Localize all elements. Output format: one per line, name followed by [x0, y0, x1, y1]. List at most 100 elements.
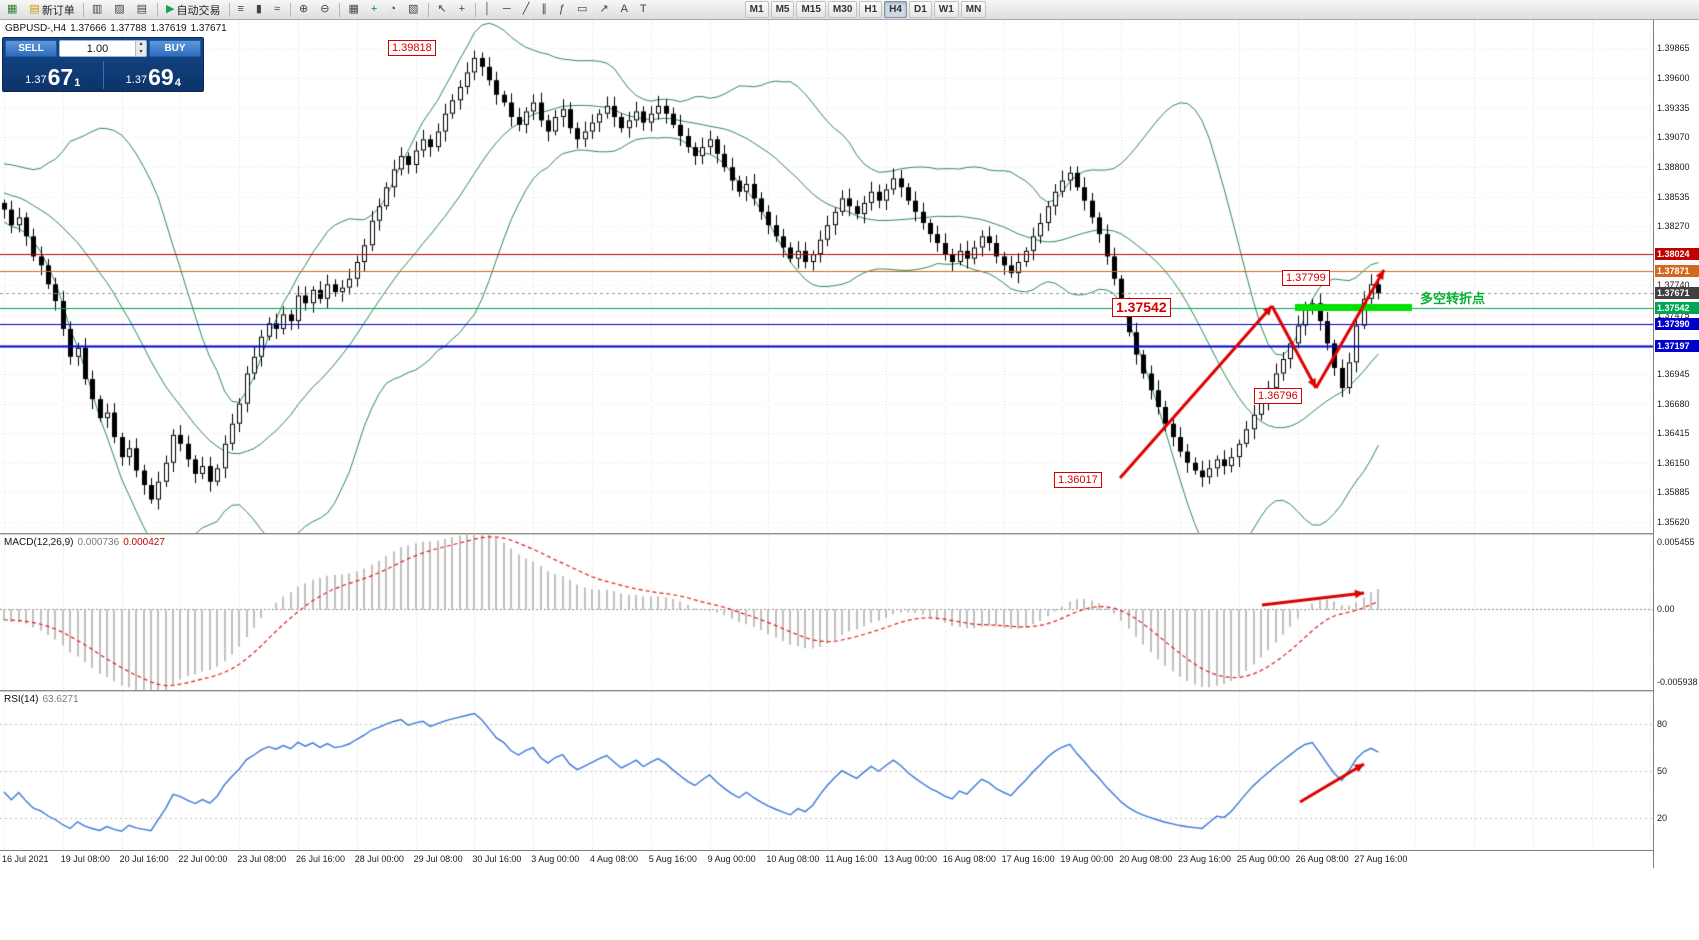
symbol-ohlc-readout: GBPUSD-,H4 1.37666 1.37788 1.37619 1.37671 — [5, 23, 231, 34]
templates-icon[interactable]: ▧ — [404, 0, 424, 19]
buy-button[interactable]: BUY — [149, 40, 201, 57]
sell-price-display[interactable]: 1.37 67 1 — [25, 64, 81, 90]
bar-chart-icon[interactable]: ≡ — [234, 0, 250, 19]
rsi-pane: RSI(14) 63.6271 — [0, 692, 1653, 850]
timeframe-button-M15[interactable]: M15 — [796, 1, 826, 18]
time-label: 26 Aug 08:00 — [1295, 854, 1349, 864]
time-axis[interactable]: 16 Jul 2021 19 Jul 08:00 20 Jul 16:00 22 Ju… — [0, 850, 1653, 869]
equidistant-channel-icon[interactable]: ∥ — [537, 0, 553, 19]
indicators-icon[interactable]: + — [367, 0, 383, 19]
line-chart-icon[interactable]: ≈ — [270, 0, 286, 19]
text-icon[interactable]: A — [617, 0, 634, 19]
time-label: 5 Aug 16:00 — [648, 854, 697, 864]
toolbar-separator — [157, 2, 159, 17]
periods-icon[interactable]: ◔ — [385, 0, 402, 19]
market-watch-icon[interactable]: ▤ — [133, 0, 153, 19]
time-label: 4 Aug 08:00 — [590, 854, 639, 864]
rsi-canvas[interactable] — [0, 692, 1653, 850]
zoom-out-icon[interactable]: ⊖ — [316, 0, 335, 19]
timeframe-button-H1[interactable]: H1 — [859, 1, 883, 18]
time-label: 22 Jul 00:00 — [178, 854, 228, 864]
sell-button[interactable]: SELL — [5, 40, 57, 57]
market-watch-icon: ▤ — [136, 3, 148, 15]
chart-workspace: GBPUSD-,H4 1.37666 1.37788 1.37619 1.37671 S… — [0, 20, 1699, 940]
timeframe-button-H4[interactable]: H4 — [884, 1, 907, 18]
toolbar-separator — [228, 2, 230, 17]
macd-canvas[interactable] — [0, 535, 1653, 690]
macd-axis-label: -0.005938 — [1657, 677, 1698, 687]
time-label: 27 Aug 16:00 — [1354, 854, 1408, 864]
new-order-button-label: 新订单 — [41, 4, 75, 17]
time-label: 29 Jul 08:00 — [413, 854, 463, 864]
fibonacci-icon[interactable]: ƒ — [555, 0, 571, 19]
horizontal-line-icon[interactable]: ─ — [499, 0, 517, 19]
time-label: 23 Aug 16:00 — [1178, 854, 1232, 864]
one-click-trading-panel: SELL 1.00 ▴ ▾ BUY 1.37 67 1 — [2, 37, 204, 92]
vertical-line-icon[interactable]: │ — [480, 0, 497, 19]
lot-size-value: 1.00 — [86, 42, 109, 55]
price-divider — [102, 61, 104, 89]
price-annotation[interactable]: 1.36796 — [1254, 388, 1302, 404]
price-chart-canvas[interactable] — [0, 20, 1653, 533]
time-label: 19 Jul 08:00 — [60, 854, 110, 864]
price-tick: 1.36415 — [1657, 428, 1690, 439]
timeframe-button-MN[interactable]: MN — [960, 1, 987, 18]
toolbar-separator — [82, 2, 84, 17]
text-label-icon[interactable]: T — [636, 0, 653, 19]
new-order-button[interactable]: ▤ 新订单 — [25, 0, 78, 19]
open-value: 1.37666 — [70, 23, 107, 34]
zoom-in-icon[interactable]: ⊕ — [295, 0, 314, 19]
indicators-icon: + — [370, 3, 378, 15]
turning-point-label[interactable]: 多空转折点 — [1420, 291, 1486, 306]
price-tick: 1.37740 — [1657, 280, 1690, 291]
autotrading-button[interactable]: ▶ 自动交易 — [162, 0, 224, 19]
profiles-icon[interactable]: ▨ — [110, 0, 130, 19]
lot-decrease-button[interactable]: ▾ — [135, 48, 146, 56]
time-label: 16 Aug 08:00 — [942, 854, 996, 864]
tile-windows-icon[interactable]: ▦ — [344, 0, 364, 19]
buy-price-display[interactable]: 1.37 69 4 — [125, 64, 181, 90]
rsi-axis-label: 50 — [1657, 766, 1668, 776]
text-icon: A — [620, 3, 628, 15]
time-label: 17 Aug 16:00 — [1001, 854, 1055, 864]
price-chart-pane: GBPUSD-,H4 1.37666 1.37788 1.37619 1.37671 S… — [0, 20, 1653, 533]
time-label: 25 Aug 00:00 — [1236, 854, 1290, 864]
time-label: 28 Jul 00:00 — [354, 854, 404, 864]
crosshair-icon[interactable]: + — [455, 0, 471, 19]
timeframe-button-M5[interactable]: M5 — [770, 1, 795, 18]
arrows-tool-icon[interactable]: ↗ — [595, 0, 614, 19]
price-tick: 1.35885 — [1657, 487, 1690, 498]
time-label: 23 Jul 08:00 — [237, 854, 287, 864]
price-tick: 1.39070 — [1657, 132, 1690, 143]
shapes-icon[interactable]: ▭ — [573, 0, 593, 19]
price-tick: 1.38535 — [1657, 191, 1690, 202]
cursor-icon[interactable]: ↖ — [433, 0, 452, 19]
timeframe-button-D1[interactable]: D1 — [908, 1, 932, 18]
candlestick-chart-icon[interactable]: ▮ — [252, 0, 268, 19]
lot-size-input[interactable]: 1.00 ▴ ▾ — [59, 40, 147, 57]
pane-splitter[interactable] — [0, 690, 1699, 692]
time-label: 11 Aug 16:00 — [825, 854, 878, 864]
price-annotation[interactable]: 1.37799 — [1282, 270, 1330, 286]
close-value: 1.37671 — [190, 23, 227, 34]
price-annotation[interactable]: 1.39818 — [388, 40, 436, 56]
trendline-icon: ╱ — [522, 3, 530, 15]
pane-splitter[interactable] — [0, 533, 1699, 535]
macd-axis-label: 0.00 — [1657, 604, 1675, 615]
line-chart-icon: ≈ — [273, 3, 281, 15]
trendline-icon[interactable]: ╱ — [519, 0, 536, 19]
chart-window-icon[interactable]: ▦ — [3, 0, 23, 19]
time-label: 13 Aug 00:00 — [884, 854, 938, 864]
macd-label: MACD(12,26,9) 0.000736 0.000427 — [4, 537, 165, 548]
lot-increase-button[interactable]: ▴ — [135, 41, 146, 49]
timeframe-button-W1[interactable]: W1 — [933, 1, 959, 18]
cursor-icon: ↖ — [437, 3, 447, 15]
timeframe-button-M1[interactable]: M1 — [744, 1, 769, 18]
toolbar-separator — [339, 2, 341, 17]
price-annotation[interactable]: 1.37542 — [1112, 298, 1171, 317]
charts-grid-icon[interactable]: ▥ — [88, 0, 108, 19]
price-axis[interactable]: 1.39865 1.39600 1.39335 1.39070 1.38800 1.385… — [1653, 20, 1699, 868]
price-annotation[interactable]: 1.36017 — [1054, 472, 1102, 488]
rsi-label: RSI(14) 63.6271 — [4, 694, 79, 705]
timeframe-button-M30[interactable]: M30 — [827, 1, 858, 18]
